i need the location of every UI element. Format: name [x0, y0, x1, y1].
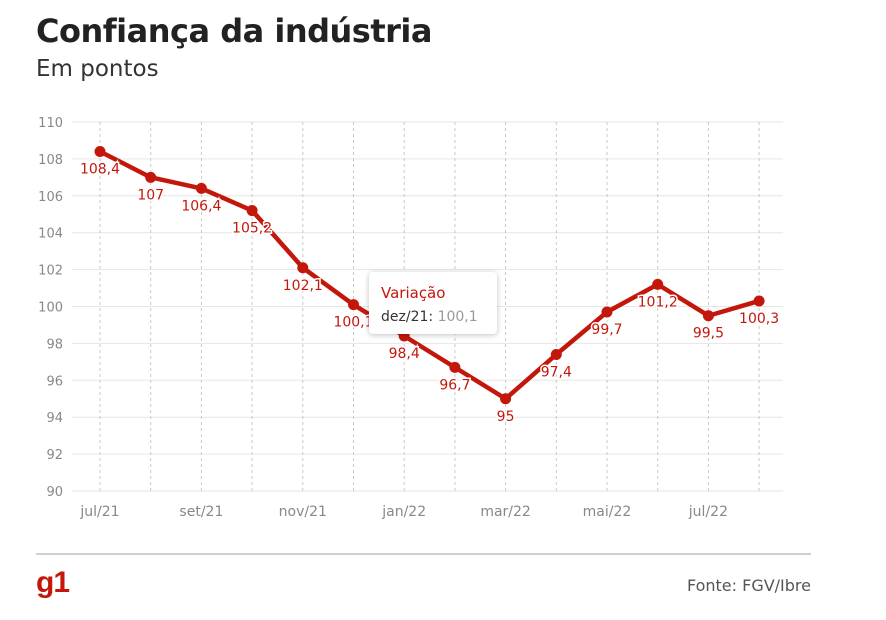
- data-label: 96,7: [439, 377, 470, 393]
- data-point: [652, 278, 664, 290]
- data-point: [449, 361, 461, 373]
- data-point: [195, 182, 207, 194]
- y-tick-label: 102: [38, 264, 63, 279]
- tooltip: Variação dez/21: 100,1: [369, 272, 497, 334]
- data-point: [246, 205, 258, 217]
- y-tick-label: 98: [46, 337, 63, 352]
- data-point: [145, 171, 157, 183]
- data-label: 99,7: [591, 322, 622, 338]
- data-label: 98,4: [389, 346, 420, 362]
- data-label: 101,2: [638, 294, 678, 310]
- data-label: 99,5: [693, 326, 724, 342]
- x-tick-label: jul/22: [688, 504, 728, 520]
- x-tick-label: jan/22: [381, 504, 426, 520]
- line-chart: 90 92 94 96 98 100 102 104 106 108 110 jul/21 set/21…: [38, 116, 783, 520]
- chart-title: Confiança da indústria: [36, 12, 432, 50]
- data-label: 95: [497, 409, 515, 425]
- footer-divider: [36, 553, 811, 555]
- y-tick-label: 108: [38, 153, 63, 168]
- y-tick-label: 94: [46, 411, 63, 426]
- data-label: 102,1: [283, 278, 323, 294]
- data-label: 105,2: [232, 221, 272, 237]
- y-tick-label: 104: [38, 227, 63, 242]
- data-point: [753, 295, 765, 307]
- x-tick-label: mar/22: [480, 504, 531, 520]
- data-label: 100,3: [739, 311, 779, 327]
- x-tick-label: mai/22: [583, 504, 632, 520]
- data-label: 108,4: [80, 162, 120, 178]
- tooltip-line: dez/21: 100,1: [381, 309, 478, 325]
- data-label: 107: [137, 187, 164, 203]
- x-tick-label: nov/21: [279, 504, 327, 520]
- data-point: [500, 393, 512, 405]
- x-tick-label: jul/21: [79, 504, 119, 520]
- tooltip-value: 100,1: [437, 309, 478, 325]
- data-label: 100,1: [333, 315, 373, 331]
- data-label: 97,4: [541, 364, 572, 380]
- source-note: Fonte: FGV/Ibre: [686, 576, 811, 595]
- y-tick-label: 106: [38, 190, 63, 205]
- y-tick-label: 92: [46, 448, 63, 463]
- y-tick-label: 100: [38, 301, 63, 316]
- tooltip-label: dez/21:: [381, 309, 434, 325]
- y-tick-label: 110: [38, 116, 63, 131]
- y-tick-label: 96: [46, 374, 63, 389]
- data-point: [297, 262, 309, 274]
- data-point: [550, 348, 562, 360]
- tooltip-title: Variação: [381, 284, 446, 302]
- data-point: [94, 146, 106, 158]
- g1-logo: g1: [36, 566, 70, 599]
- x-tick-label: set/21: [179, 504, 223, 520]
- chart-subtitle: Em pontos: [36, 56, 159, 82]
- data-point: [348, 299, 359, 311]
- y-tick-label: 90: [46, 485, 63, 500]
- series-line: [97, 149, 762, 401]
- data-label: 106,4: [181, 198, 221, 214]
- data-point: [601, 306, 613, 318]
- data-point: [702, 310, 714, 322]
